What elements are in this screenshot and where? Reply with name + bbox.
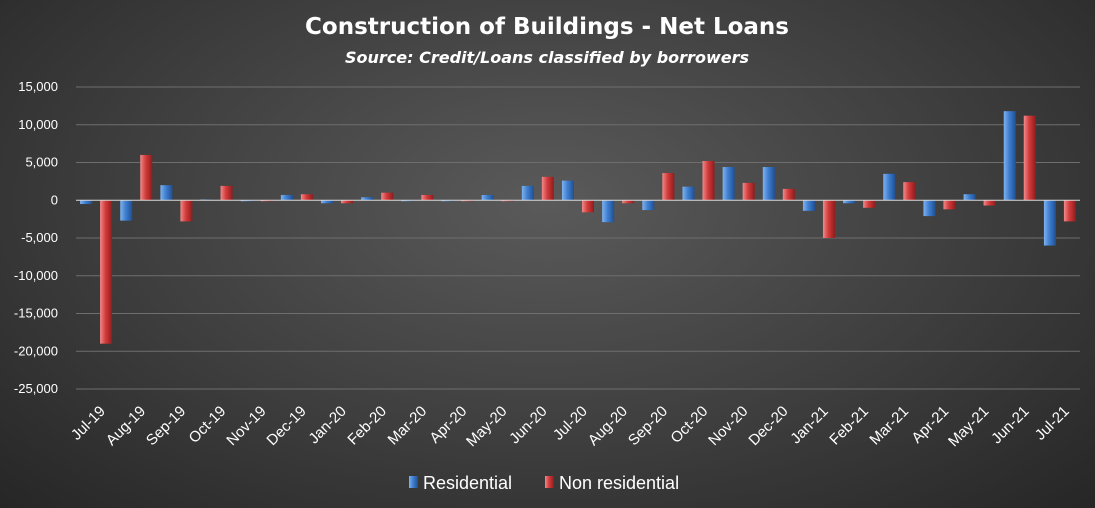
bar-non-residential bbox=[863, 200, 876, 208]
x-tick-label: Jul-21 bbox=[1032, 403, 1073, 444]
bar-non-residential bbox=[1063, 200, 1076, 222]
x-tick-label: Feb-20 bbox=[344, 403, 390, 449]
legend-label-residential: Residential bbox=[423, 473, 512, 493]
y-axis-ticks: 15,000 10,000 5,000 0 -5,000 -10,000 -15,000 -2… bbox=[14, 79, 58, 396]
x-tick-label: Nov-19 bbox=[223, 403, 269, 449]
bar-non-residential bbox=[782, 188, 795, 201]
bar-residential bbox=[80, 200, 93, 205]
bar-residential bbox=[160, 185, 173, 201]
bar-non-residential bbox=[903, 182, 916, 201]
x-tick-label: Aug-20 bbox=[585, 403, 631, 449]
x-tick-label: Mar-20 bbox=[385, 403, 431, 449]
bar-non-residential bbox=[1023, 115, 1036, 201]
x-tick-label: Feb-21 bbox=[826, 403, 872, 449]
bar-residential bbox=[481, 194, 494, 201]
bars bbox=[80, 111, 1076, 344]
bar-residential bbox=[802, 200, 815, 211]
bar-non-residential bbox=[421, 194, 434, 201]
legend: Residential Non residential bbox=[409, 473, 679, 493]
bar-non-residential bbox=[702, 160, 715, 201]
bar-non-residential bbox=[983, 200, 996, 206]
chart-subtitle: Source: Credit/Loans classified by borro… bbox=[345, 48, 749, 67]
bar-residential bbox=[883, 173, 896, 201]
x-tick-label: May-20 bbox=[463, 403, 510, 450]
bar-non-residential bbox=[220, 185, 233, 201]
bar-non-residential bbox=[341, 200, 354, 204]
bar-residential bbox=[361, 197, 374, 201]
legend-label-non-residential: Non residential bbox=[559, 473, 679, 493]
x-tick-label: Mar-21 bbox=[866, 403, 912, 449]
y-tick-label: 5,000 bbox=[25, 155, 58, 170]
bar-residential bbox=[562, 180, 574, 201]
x-tick-label: Nov-20 bbox=[705, 403, 751, 449]
bar-non-residential bbox=[622, 200, 635, 204]
bar-non-residential bbox=[822, 200, 835, 238]
bar-non-residential bbox=[541, 176, 554, 201]
bar-non-residential bbox=[742, 182, 755, 201]
bar-residential bbox=[280, 194, 293, 201]
y-tick-label: 15,000 bbox=[18, 79, 58, 94]
x-tick-label: Dec-19 bbox=[263, 403, 309, 449]
x-tick-label: Sep-19 bbox=[143, 403, 189, 449]
x-tick-label: Jan-20 bbox=[305, 403, 349, 447]
x-tick-label: Jun-21 bbox=[988, 403, 1032, 447]
legend-swatch-residential bbox=[409, 476, 418, 488]
x-tick-label: Dec-20 bbox=[745, 403, 791, 449]
bar-non-residential bbox=[381, 192, 394, 201]
y-tick-label: -20,000 bbox=[14, 343, 58, 358]
chart-title: Construction of Buildings - Net Loans bbox=[305, 14, 789, 40]
x-tick-label: Oct-19 bbox=[186, 403, 230, 447]
bar-non-residential bbox=[300, 194, 313, 201]
y-tick-label: -25,000 bbox=[14, 381, 58, 396]
bar-residential bbox=[321, 200, 334, 204]
y-tick-label: -5,000 bbox=[21, 230, 58, 245]
x-tick-label: Jan-21 bbox=[787, 403, 831, 447]
bar-residential bbox=[923, 200, 936, 217]
x-tick-label: Aug-19 bbox=[103, 403, 149, 449]
y-tick-label: 10,000 bbox=[18, 117, 58, 132]
x-tick-label: Sep-20 bbox=[625, 403, 671, 449]
bar-residential bbox=[1043, 200, 1056, 246]
legend-swatch-non-residential bbox=[545, 476, 554, 488]
x-tick-label: Oct-20 bbox=[667, 403, 711, 447]
bar-non-residential bbox=[100, 200, 113, 344]
x-tick-label: Jun-20 bbox=[506, 403, 550, 447]
bar-residential bbox=[642, 200, 655, 211]
bar-non-residential bbox=[662, 173, 675, 201]
y-tick-label: -15,000 bbox=[14, 306, 58, 321]
gridlines bbox=[76, 86, 1080, 390]
x-tick-label: May-21 bbox=[945, 403, 992, 450]
bar-residential bbox=[1003, 111, 1016, 201]
bar-non-residential bbox=[140, 154, 153, 201]
y-tick-label: -10,000 bbox=[14, 268, 58, 283]
bar-non-residential bbox=[943, 200, 956, 210]
bar-residential bbox=[602, 200, 615, 223]
bar-residential bbox=[682, 186, 695, 201]
bar-residential bbox=[963, 194, 976, 201]
bar-non-residential bbox=[582, 200, 594, 213]
bar-residential bbox=[521, 185, 534, 201]
bar-residential bbox=[722, 167, 735, 201]
bar-residential bbox=[120, 200, 133, 221]
x-axis-ticks: Jul-19Aug-19Sep-19Oct-19Nov-19Dec-19Jan-… bbox=[68, 403, 1073, 450]
bar-residential bbox=[762, 167, 775, 201]
bar-non-residential bbox=[180, 200, 193, 222]
bar-residential bbox=[843, 200, 856, 204]
y-tick-label: 0 bbox=[51, 192, 58, 207]
